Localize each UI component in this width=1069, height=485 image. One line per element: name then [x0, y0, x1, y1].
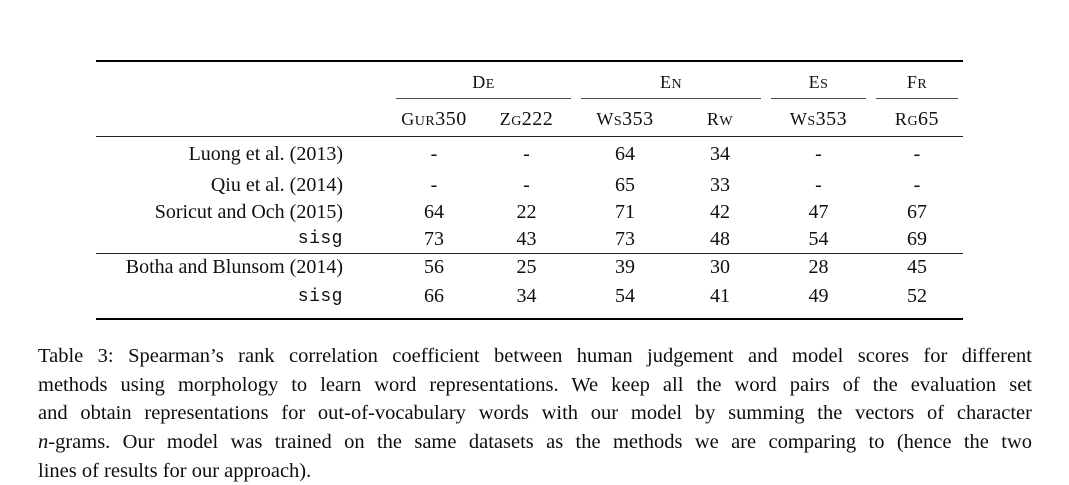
- caption-line: and obtain representations for out-of-vo…: [38, 402, 1032, 425]
- col-header-ws353-es: WS353: [789, 101, 848, 131]
- baseline-section-2: Botha and Blunsom (2014) 56 25 39 30 28 …: [96, 253, 963, 319]
- table-header: DE EN ES FR GUR350 ZG222 WS353 RW WS353 …: [96, 61, 963, 136]
- table-row: Qiu et al. (2014) - - 65 33 - -: [96, 172, 963, 199]
- score-cell: 22: [516, 201, 537, 223]
- score-cell: 54: [615, 285, 635, 307]
- score-cell: 65: [615, 174, 635, 196]
- dataset-header-row: GUR350 ZG222 WS353 RW WS353 RG65: [96, 98, 963, 136]
- score-cell: 69: [907, 227, 927, 250]
- score-cell: 73: [615, 227, 635, 250]
- caption-line: methods using morphology to learn word r…: [38, 373, 1032, 396]
- score-cell: -: [913, 142, 921, 165]
- caption-line: lines of results for our approach).: [38, 459, 312, 482]
- score-cell: 64: [424, 201, 444, 223]
- score-cell: 41: [710, 285, 730, 307]
- table-row: Luong et al. (2013) - - 64 34 - -: [96, 136, 963, 172]
- score-cell: 34: [710, 142, 730, 165]
- col-header-rg65: RG65: [894, 101, 940, 131]
- col-header-gur350: GUR350: [401, 101, 467, 131]
- results-table: DE EN ES FR GUR350 ZG222 WS353 RW WS353 …: [96, 60, 963, 320]
- method-label: Qiu et al. (2014): [210, 174, 343, 196]
- score-cell: -: [815, 174, 822, 196]
- score-cell: 47: [808, 201, 829, 223]
- table-row: Botha and Blunsom (2014) 56 25 39 30 28 …: [96, 253, 963, 282]
- empty-corner-cell: [96, 98, 391, 136]
- score-cell: 28: [808, 256, 829, 279]
- score-cell: 73: [424, 227, 444, 250]
- col-group-en: EN: [576, 61, 766, 98]
- score-cell: 34: [516, 285, 537, 307]
- col-group-de: DE: [391, 61, 576, 98]
- score-cell: 42: [710, 201, 730, 223]
- method-label-sisg: sisg: [297, 286, 343, 307]
- table-row: sisg 66 34 54 41 49 52: [96, 282, 963, 319]
- score-cell: 67: [907, 201, 927, 223]
- score-cell: 56: [424, 256, 444, 279]
- score-cell: 54: [808, 227, 829, 250]
- table-caption: Table 3: Spearman’s rank correlation coe…: [38, 342, 1032, 485]
- score-cell: 25: [516, 256, 537, 279]
- score-cell: 66: [424, 285, 444, 307]
- score-cell: -: [523, 174, 530, 196]
- score-cell: 33: [710, 174, 730, 196]
- col-header-rw: RW: [706, 101, 734, 131]
- score-cell: -: [523, 142, 530, 165]
- col-header-zg222: ZG222: [499, 101, 554, 131]
- score-cell: 49: [808, 285, 829, 307]
- score-cell: 30: [710, 256, 730, 279]
- col-group-es: ES: [766, 61, 871, 98]
- col-group-fr: FR: [871, 61, 963, 98]
- method-label: Soricut and Och (2015): [154, 201, 343, 223]
- method-label: Botha and Blunsom (2014): [125, 256, 343, 279]
- caption-line: n-grams. Our model was trained on the sa…: [38, 431, 1032, 454]
- method-label-sisg: sisg: [297, 229, 343, 250]
- score-cell: 43: [516, 227, 537, 250]
- score-cell: -: [430, 174, 438, 196]
- table-row: Soricut and Och (2015) 64 22 71 42 47 67: [96, 199, 963, 226]
- score-cell: 71: [615, 201, 635, 223]
- score-cell: 64: [615, 142, 635, 165]
- method-label: Luong et al. (2013): [188, 142, 343, 165]
- score-cell: 39: [615, 256, 635, 279]
- score-cell: -: [815, 142, 822, 165]
- score-cell: 45: [907, 256, 927, 279]
- score-cell: 48: [710, 227, 730, 250]
- table-row: sisg 73 43 73 48 54 69: [96, 226, 963, 253]
- score-cell: 52: [907, 285, 927, 307]
- score-cell: -: [913, 174, 921, 196]
- score-cell: -: [430, 142, 438, 165]
- baseline-section-1: Luong et al. (2013) - - 64 34 - - Qiu et…: [96, 136, 963, 253]
- language-header-row: DE EN ES FR: [96, 61, 963, 98]
- col-header-ws353-en: WS353: [596, 101, 654, 131]
- caption-line: Table 3: Spearman’s rank correlation coe…: [38, 345, 1032, 367]
- empty-corner-cell: [96, 61, 391, 98]
